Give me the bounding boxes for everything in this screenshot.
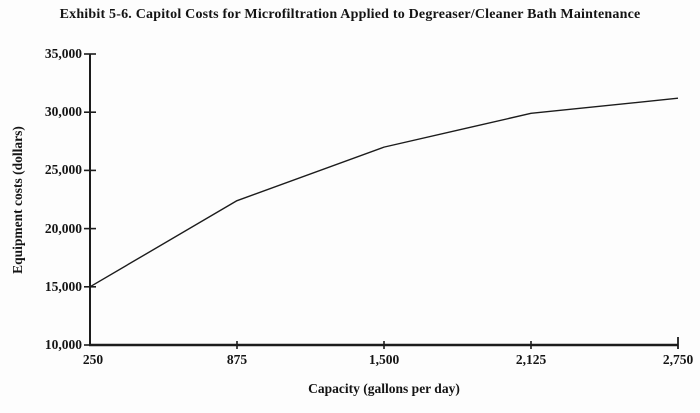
x-tick-label: 875 [226,352,248,367]
x-tick-label: 1,500 [368,352,400,367]
y-tick-label: 10,000 [44,337,82,352]
x-tick-label: 2,750 [662,352,694,367]
y-tick-label: 15,000 [44,278,82,294]
equipment-costs-line [89,97,679,288]
y-tick-label: 35,000 [44,46,82,61]
y-tick-label: 30,000 [44,104,82,120]
y-tick-label: 20,000 [44,220,82,236]
chart-title: Exhibit 5-6. Capitol Costs for Microfilt… [59,7,641,22]
x-tick-label: 250 [82,352,104,367]
x-axis-title: Capacity (gallons per day) [308,381,460,396]
x-tick-label: 2,125 [515,352,547,367]
y-tick-label: 25,000 [44,162,82,178]
